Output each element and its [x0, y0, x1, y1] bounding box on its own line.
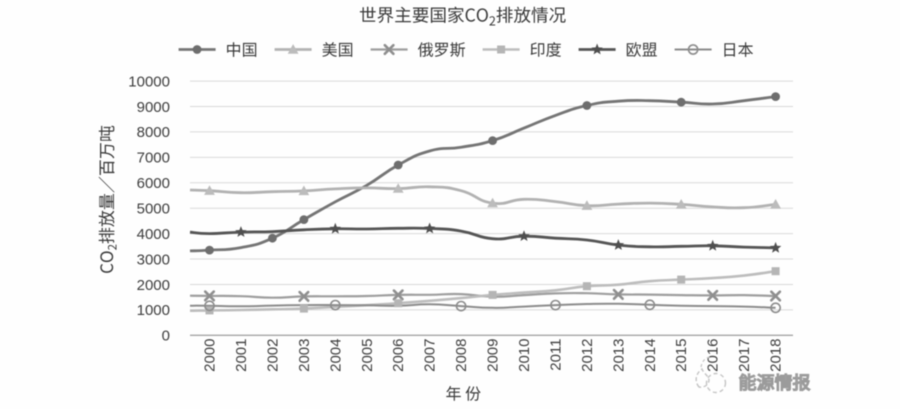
svg-text:2013: 2013: [610, 339, 627, 372]
svg-text:2017: 2017: [736, 339, 753, 372]
svg-text:2005: 2005: [359, 339, 376, 372]
svg-text:8000: 8000: [137, 124, 170, 141]
svg-text:2014: 2014: [642, 339, 659, 372]
svg-text:2004: 2004: [327, 339, 344, 372]
svg-text:2000: 2000: [137, 277, 170, 294]
svg-text:2002: 2002: [264, 339, 281, 372]
svg-text:0: 0: [162, 328, 170, 345]
svg-text:2012: 2012: [579, 339, 596, 372]
svg-text:5000: 5000: [137, 201, 170, 218]
svg-text:2007: 2007: [422, 339, 439, 372]
svg-text:3000: 3000: [137, 251, 170, 268]
svg-text:2011: 2011: [548, 339, 565, 371]
svg-text:2016: 2016: [705, 339, 722, 372]
svg-text:2018: 2018: [768, 339, 785, 372]
svg-text:2015: 2015: [673, 339, 690, 372]
svg-text:2003: 2003: [296, 339, 313, 372]
svg-text:1000: 1000: [137, 302, 170, 319]
svg-text:7000: 7000: [137, 150, 170, 167]
svg-text:2001: 2001: [233, 339, 250, 372]
svg-text:2010: 2010: [516, 339, 533, 372]
svg-text:6000: 6000: [137, 175, 170, 192]
svg-text:10000: 10000: [128, 73, 170, 90]
svg-text:9000: 9000: [137, 99, 170, 116]
svg-text:2008: 2008: [453, 339, 470, 372]
svg-text:2009: 2009: [485, 339, 502, 372]
svg-text:4000: 4000: [137, 226, 170, 243]
svg-text:2000: 2000: [202, 339, 219, 372]
svg-text:2006: 2006: [390, 339, 407, 372]
